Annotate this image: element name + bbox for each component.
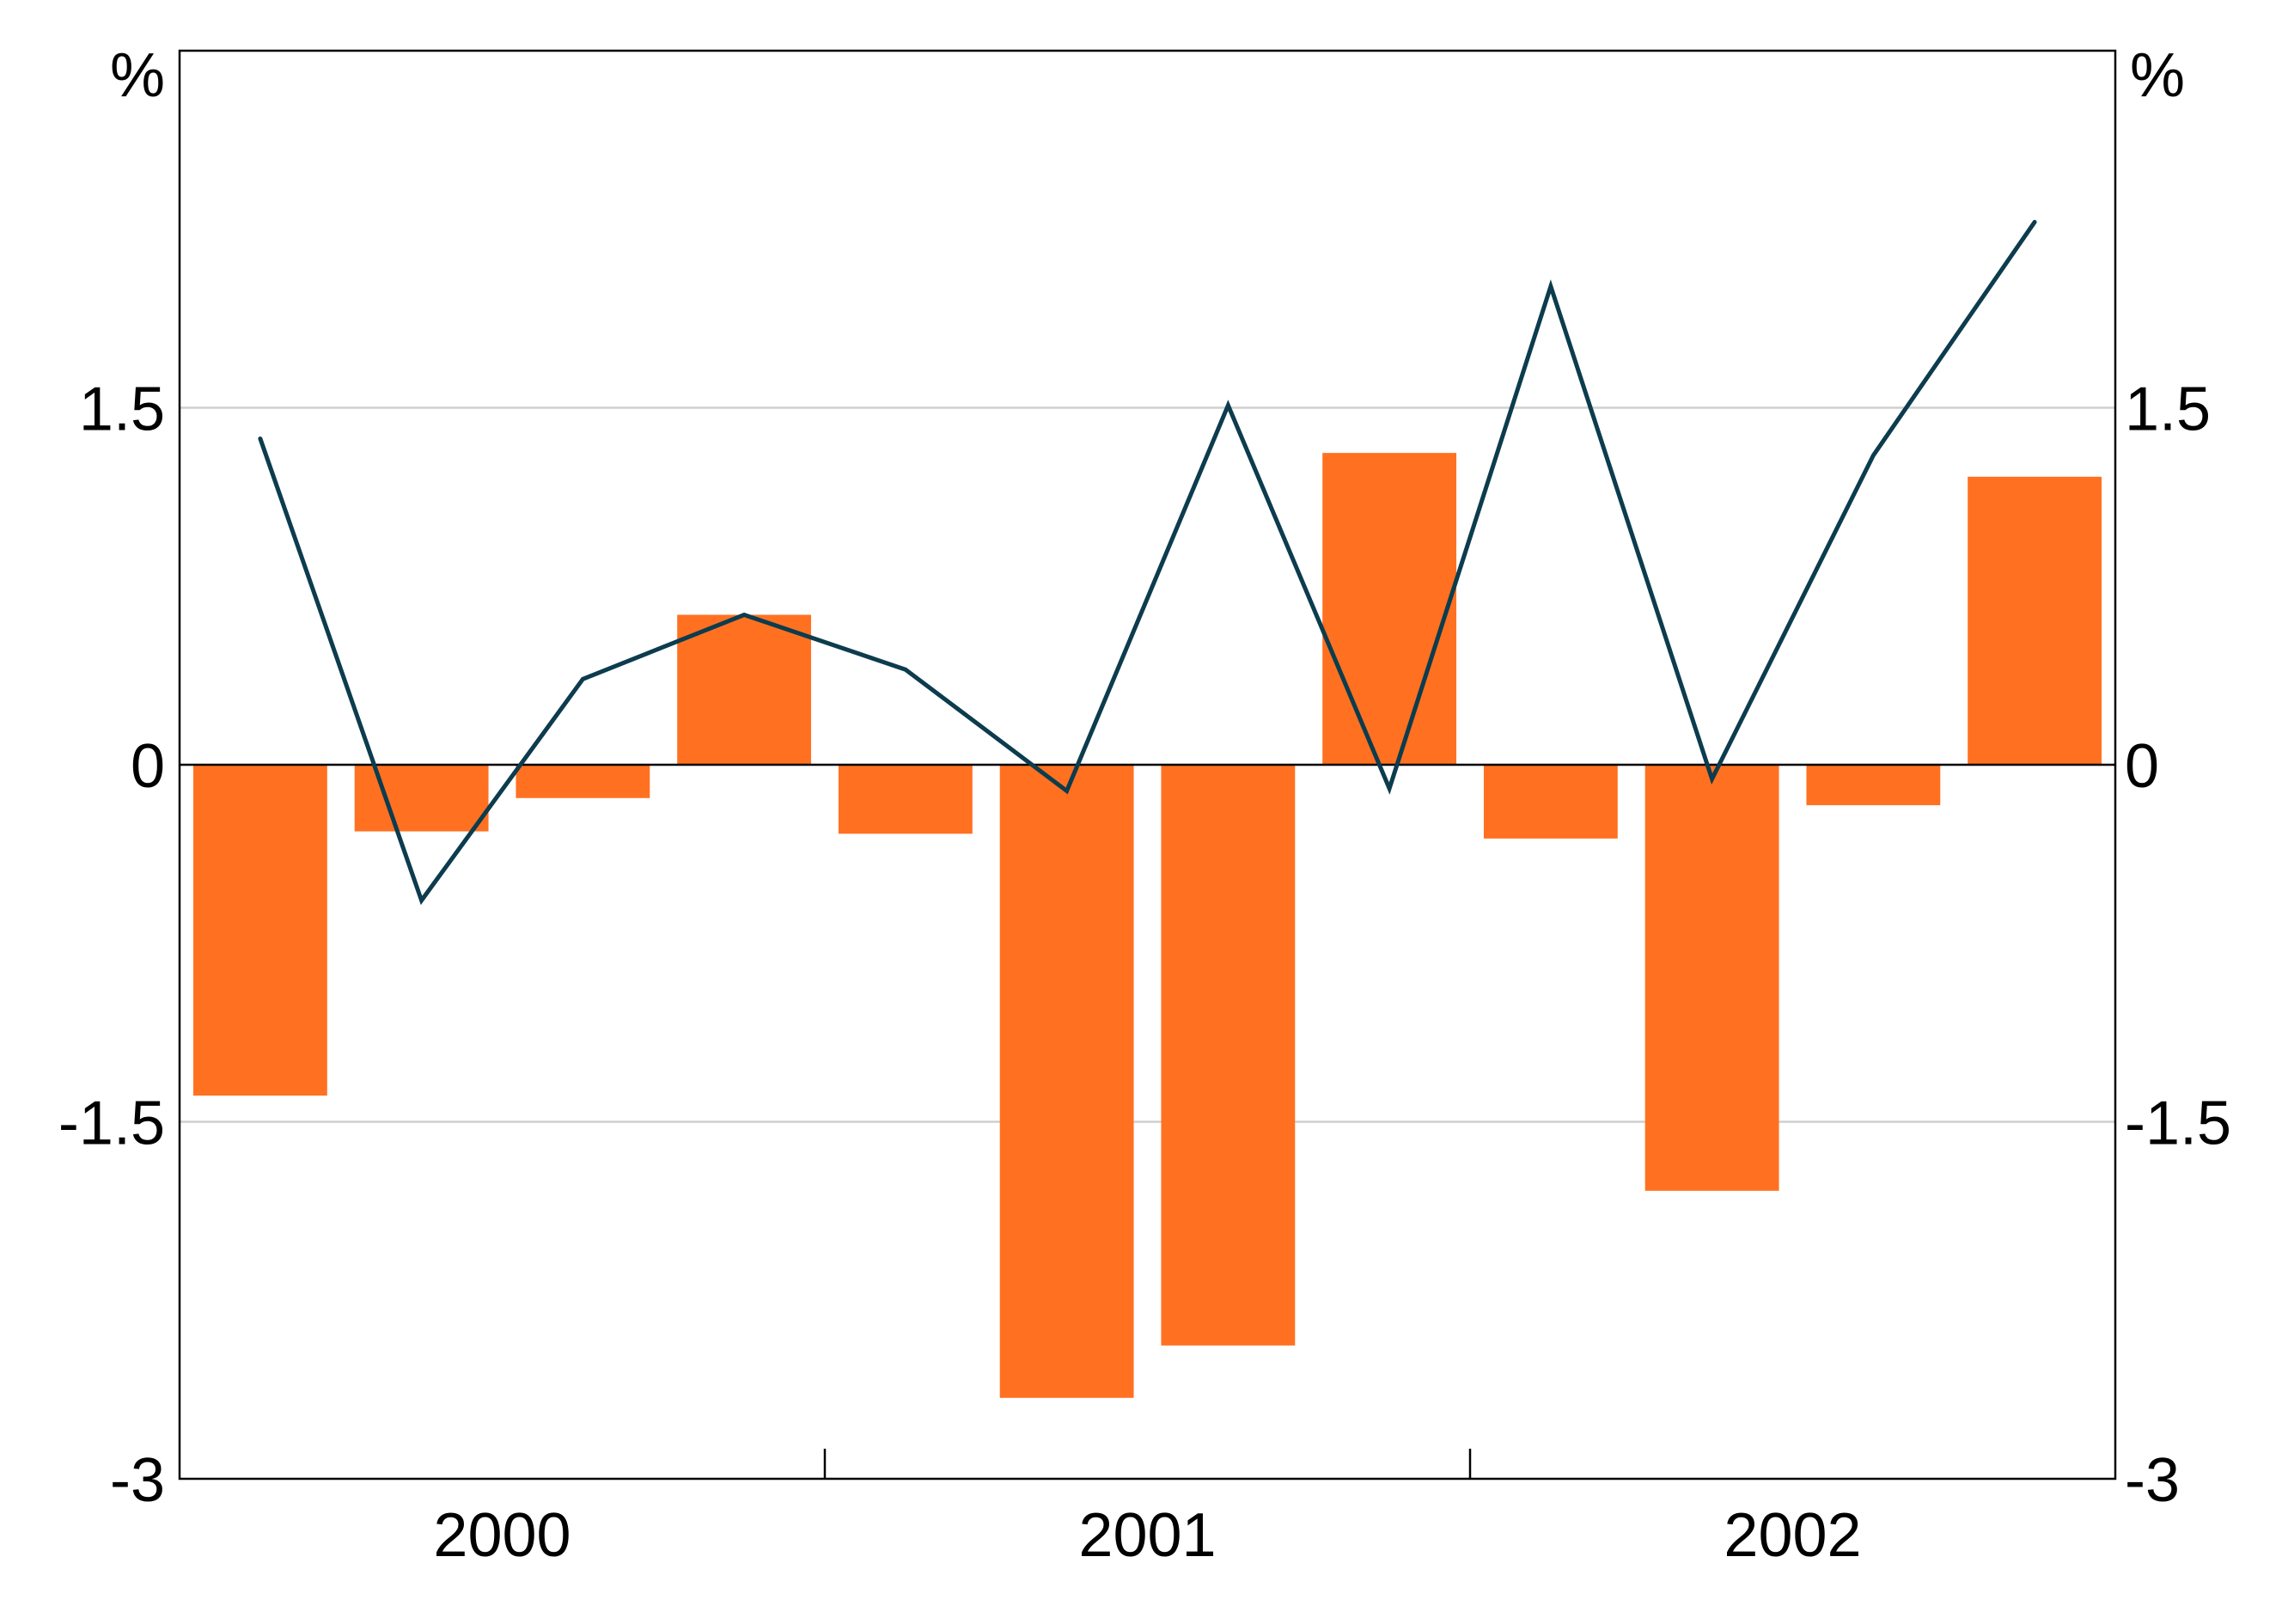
bar-2000-q4 <box>677 614 812 765</box>
y-left-label-1.5: 1.5 <box>79 375 165 444</box>
bar-2000-q3 <box>516 765 650 798</box>
y-axis-right-unit: % <box>2130 41 2185 110</box>
bar-2001-q3 <box>1161 765 1296 1346</box>
bar-series <box>192 453 2102 1398</box>
bar-2001-q4 <box>1322 453 1457 765</box>
x-label-2000: 2000 <box>433 1501 570 1570</box>
y-axis-right-labels: -3 -1.5 0 1.5 <box>2125 375 2231 1516</box>
y-right-label-1.5: 1.5 <box>2125 375 2211 444</box>
y-left-label--1.5: -1.5 <box>58 1090 165 1158</box>
bar-2000-q2 <box>354 765 489 832</box>
y-axis-left-unit: % <box>110 41 165 110</box>
y-right-label--1.5: -1.5 <box>2125 1090 2231 1158</box>
bar-2001-q1 <box>838 765 973 834</box>
bar-2002-q3 <box>1806 765 1941 806</box>
bar-2002-q2 <box>1644 765 1779 1191</box>
y-right-label-0: 0 <box>2125 732 2159 801</box>
x-label-2001: 2001 <box>1078 1501 1216 1570</box>
y-axis-left-labels: -3 -1.5 0 1.5 <box>58 375 165 1516</box>
bar-2002-q1 <box>1483 765 1618 839</box>
y-right-label--3: -3 <box>2125 1446 2180 1515</box>
gridlines <box>180 406 2115 1123</box>
x-label-2002: 2002 <box>1724 1501 1861 1570</box>
x-axis-ticks <box>823 1449 1472 1479</box>
y-left-label-0: 0 <box>131 732 165 801</box>
line-series <box>258 219 2037 906</box>
bar-2000-q1 <box>192 765 327 1096</box>
bar-2002-q4 <box>1968 476 2102 765</box>
y-left-label--3: -3 <box>110 1446 165 1515</box>
plot-frame <box>178 49 2117 1481</box>
line-path <box>258 219 2037 906</box>
bar-2001-q2 <box>999 765 1134 1398</box>
x-axis-labels: 2000 2001 2002 <box>433 1501 1861 1570</box>
